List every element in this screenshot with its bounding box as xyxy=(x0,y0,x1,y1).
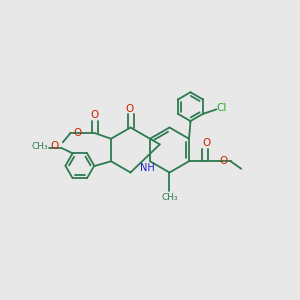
Text: Cl: Cl xyxy=(217,103,227,113)
Text: O: O xyxy=(73,128,82,138)
Text: NH: NH xyxy=(140,163,155,173)
Text: O: O xyxy=(91,110,99,120)
Text: O: O xyxy=(126,103,134,114)
Text: O: O xyxy=(202,138,210,148)
Text: CH₃: CH₃ xyxy=(162,193,178,202)
Text: O: O xyxy=(219,156,228,166)
Text: CH₃: CH₃ xyxy=(31,142,48,151)
Text: O: O xyxy=(50,141,59,152)
